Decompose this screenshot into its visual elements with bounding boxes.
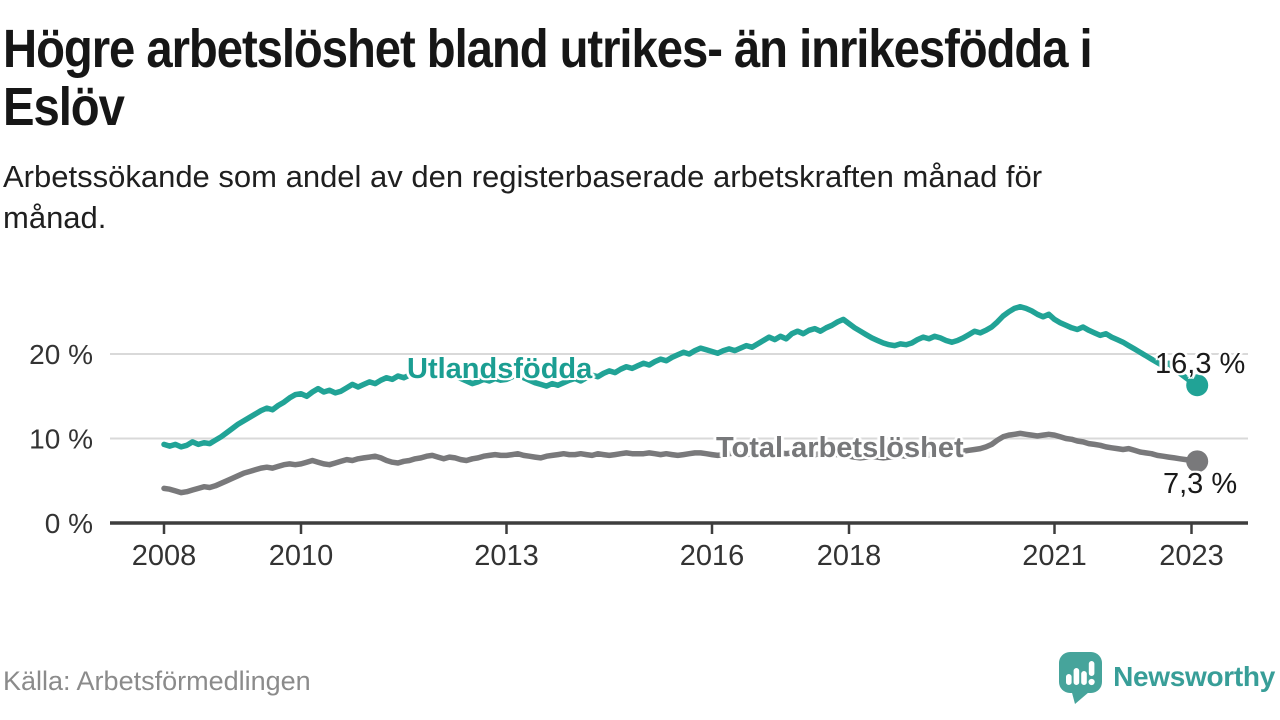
page-title-line-2: Eslöv xyxy=(3,77,125,137)
series-label-utlandsfodda: Utlandsfödda xyxy=(407,353,593,385)
x-tick-label-2013: 2013 xyxy=(474,540,539,572)
source-note: Källa: Arbetsförmedlingen xyxy=(3,666,311,696)
page-title-line-1: Högre arbetslöshet bland utrikes- än inr… xyxy=(3,19,1093,79)
brand-logo: Newsworthy xyxy=(1058,650,1275,704)
x-tick-label-2010: 2010 xyxy=(269,540,334,572)
x-tick-label-2008: 2008 xyxy=(132,540,197,572)
x-tick-label-2023: 2023 xyxy=(1159,540,1224,572)
y-tick-label-10: 10 % xyxy=(29,424,93,455)
series-label-total-arbetsloshet: Total arbetslöshet xyxy=(716,432,964,464)
series-line-1 xyxy=(161,430,1200,496)
speech-bubble-bar-chart-icon xyxy=(1059,652,1103,704)
series-line-0 xyxy=(161,303,1200,450)
y-tick-label-20: 20 % xyxy=(29,339,93,370)
end-value-label-utlandsfodda: 16,3 % xyxy=(1155,348,1246,380)
end-dot-0 xyxy=(1186,374,1209,397)
chart-subtitle-line-2: månad. xyxy=(3,200,107,235)
end-dot-1 xyxy=(1186,450,1209,473)
x-tick-label-2016: 2016 xyxy=(680,540,745,572)
y-tick-label-0: 0 % xyxy=(45,508,93,539)
chart-subtitle: Arbetssökande som andel av den registerb… xyxy=(3,156,1042,238)
page-title: Högre arbetslöshet bland utrikes- än inr… xyxy=(3,19,1093,137)
chart-subtitle-line-1: Arbetssökande som andel av den registerb… xyxy=(3,159,1043,194)
end-value-label-total: 7,3 % xyxy=(1163,468,1238,500)
x-tick-label-2021: 2021 xyxy=(1022,540,1087,572)
x-tick-label-2018: 2018 xyxy=(817,540,882,572)
brand-wordmark: Newsworthy xyxy=(1113,661,1275,692)
